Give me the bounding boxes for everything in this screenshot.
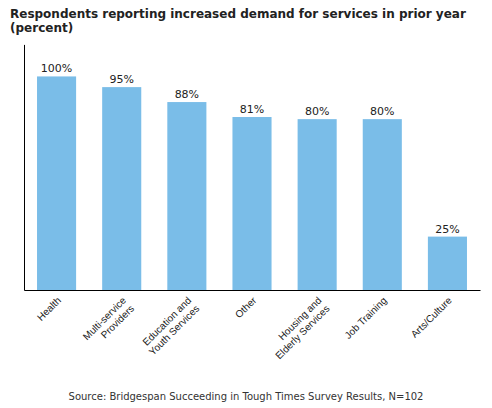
x-tick: Health	[35, 290, 63, 323]
x-tick-label: Housing andElderly Services	[265, 295, 332, 362]
data-label: 81%	[240, 103, 264, 116]
data-label: 88%	[175, 88, 199, 101]
x-tick: Arts/Culture	[409, 290, 454, 340]
x-tick-label: Health	[35, 295, 63, 323]
bar	[167, 102, 206, 290]
chart: Respondents reporting increased demand f…	[0, 0, 492, 408]
y-axis	[24, 45, 25, 291]
x-tick-label: Arts/Culture	[409, 294, 454, 339]
bar	[37, 76, 76, 290]
bar	[298, 119, 337, 290]
x-tick: Job Training	[342, 290, 388, 341]
data-label: 25%	[435, 223, 459, 236]
title: Respondents reporting increased demand f…	[10, 7, 466, 35]
bar	[363, 119, 402, 290]
x-tick-label: Job Training	[342, 295, 388, 341]
x-tick: Education andYouth Services	[139, 290, 202, 357]
bar	[428, 237, 467, 290]
data-labels: 100% 95% 88% 81% 80% 80% 25%	[41, 62, 460, 235]
y-axis-line	[24, 45, 25, 291]
x-tick-label: Multi-serviceProviders	[81, 294, 137, 350]
bars	[37, 76, 467, 290]
x-tick: Multi-serviceProviders	[81, 290, 137, 350]
data-label: 95%	[109, 73, 133, 86]
annotation: Source: Bridgespan Succeeding in Tough T…	[69, 391, 424, 402]
x-tick-label: Education andYouth Services	[139, 295, 202, 358]
data-label: 80%	[305, 105, 329, 118]
x-tick: Other	[233, 290, 259, 320]
x-axis-line	[25, 290, 481, 291]
bar	[232, 117, 271, 290]
x-axis: Health Multi-serviceProvidersEducation an…	[25, 290, 481, 361]
plot: 100% 95% 88% 81% 80% 80% 25% Health Multi-servic…	[25, 45, 481, 361]
data-label: 100%	[41, 62, 72, 75]
x-tick: Housing andElderly Services	[265, 290, 332, 361]
x-tick-label: Other	[233, 294, 259, 320]
bar	[102, 87, 141, 290]
data-label: 80%	[370, 105, 394, 118]
